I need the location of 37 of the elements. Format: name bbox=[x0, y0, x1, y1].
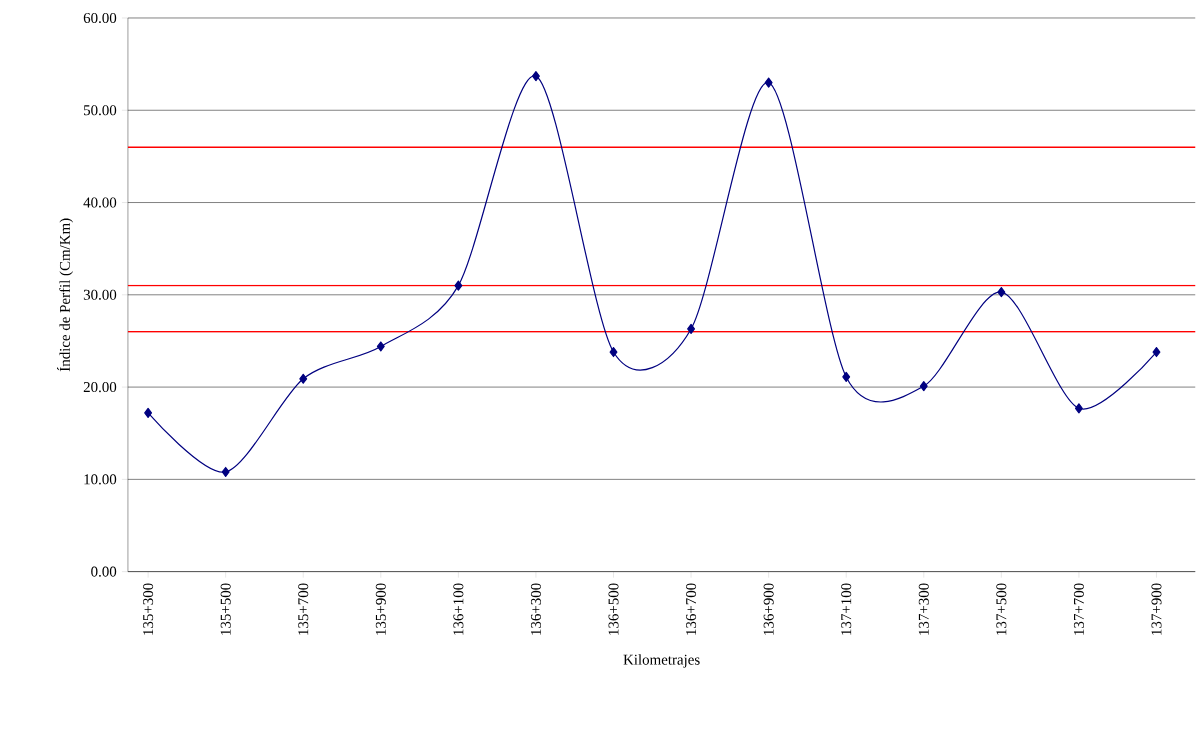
point bbox=[376, 341, 385, 352]
x-tick-label: 135+500 bbox=[220, 583, 231, 635]
y-tick-label: 50.00 bbox=[84, 105, 117, 116]
point bbox=[144, 408, 153, 419]
x-tick-label: 135+900 bbox=[375, 583, 386, 635]
x-tick-label: 137+900 bbox=[1151, 583, 1162, 635]
y-tick-label: 60.00 bbox=[83, 13, 117, 24]
x-tick-label: 136+100 bbox=[453, 583, 464, 635]
point bbox=[1152, 347, 1161, 358]
point bbox=[454, 280, 463, 291]
x-tick-label: 137+500 bbox=[996, 583, 1007, 635]
y-tick-label: 20.00 bbox=[83, 382, 117, 393]
point bbox=[1074, 403, 1083, 414]
point bbox=[299, 373, 308, 385]
point bbox=[997, 287, 1006, 298]
x-tick-label: 136+300 bbox=[530, 583, 541, 635]
point bbox=[919, 381, 928, 392]
y-tick-label: 40.00 bbox=[83, 197, 117, 208]
y-axis-title: Índice de Perfil (Cm/Km) bbox=[57, 218, 74, 372]
x-tick-label: 137+300 bbox=[918, 583, 929, 635]
x-tick-label: 135+300 bbox=[143, 583, 154, 635]
x-tick-label: 137+700 bbox=[1073, 583, 1084, 635]
x-tick-label: 136+900 bbox=[763, 583, 774, 635]
x-tick-label: 136+700 bbox=[686, 583, 697, 635]
point bbox=[609, 347, 618, 358]
x-tick-label: 136+500 bbox=[608, 583, 619, 635]
point bbox=[221, 467, 230, 478]
point bbox=[764, 77, 773, 88]
x-tick-label: 135+700 bbox=[298, 583, 309, 635]
y-tick-label: 30.00 bbox=[83, 289, 117, 301]
point bbox=[687, 324, 696, 335]
point bbox=[842, 372, 851, 383]
x-tick-label: 137+100 bbox=[841, 583, 852, 635]
y-tick-label: 0.00 bbox=[91, 566, 117, 577]
y-tick-label: 10.00 bbox=[84, 474, 117, 485]
x-axis-title: Kilometrajes bbox=[623, 654, 700, 668]
point bbox=[531, 71, 540, 82]
